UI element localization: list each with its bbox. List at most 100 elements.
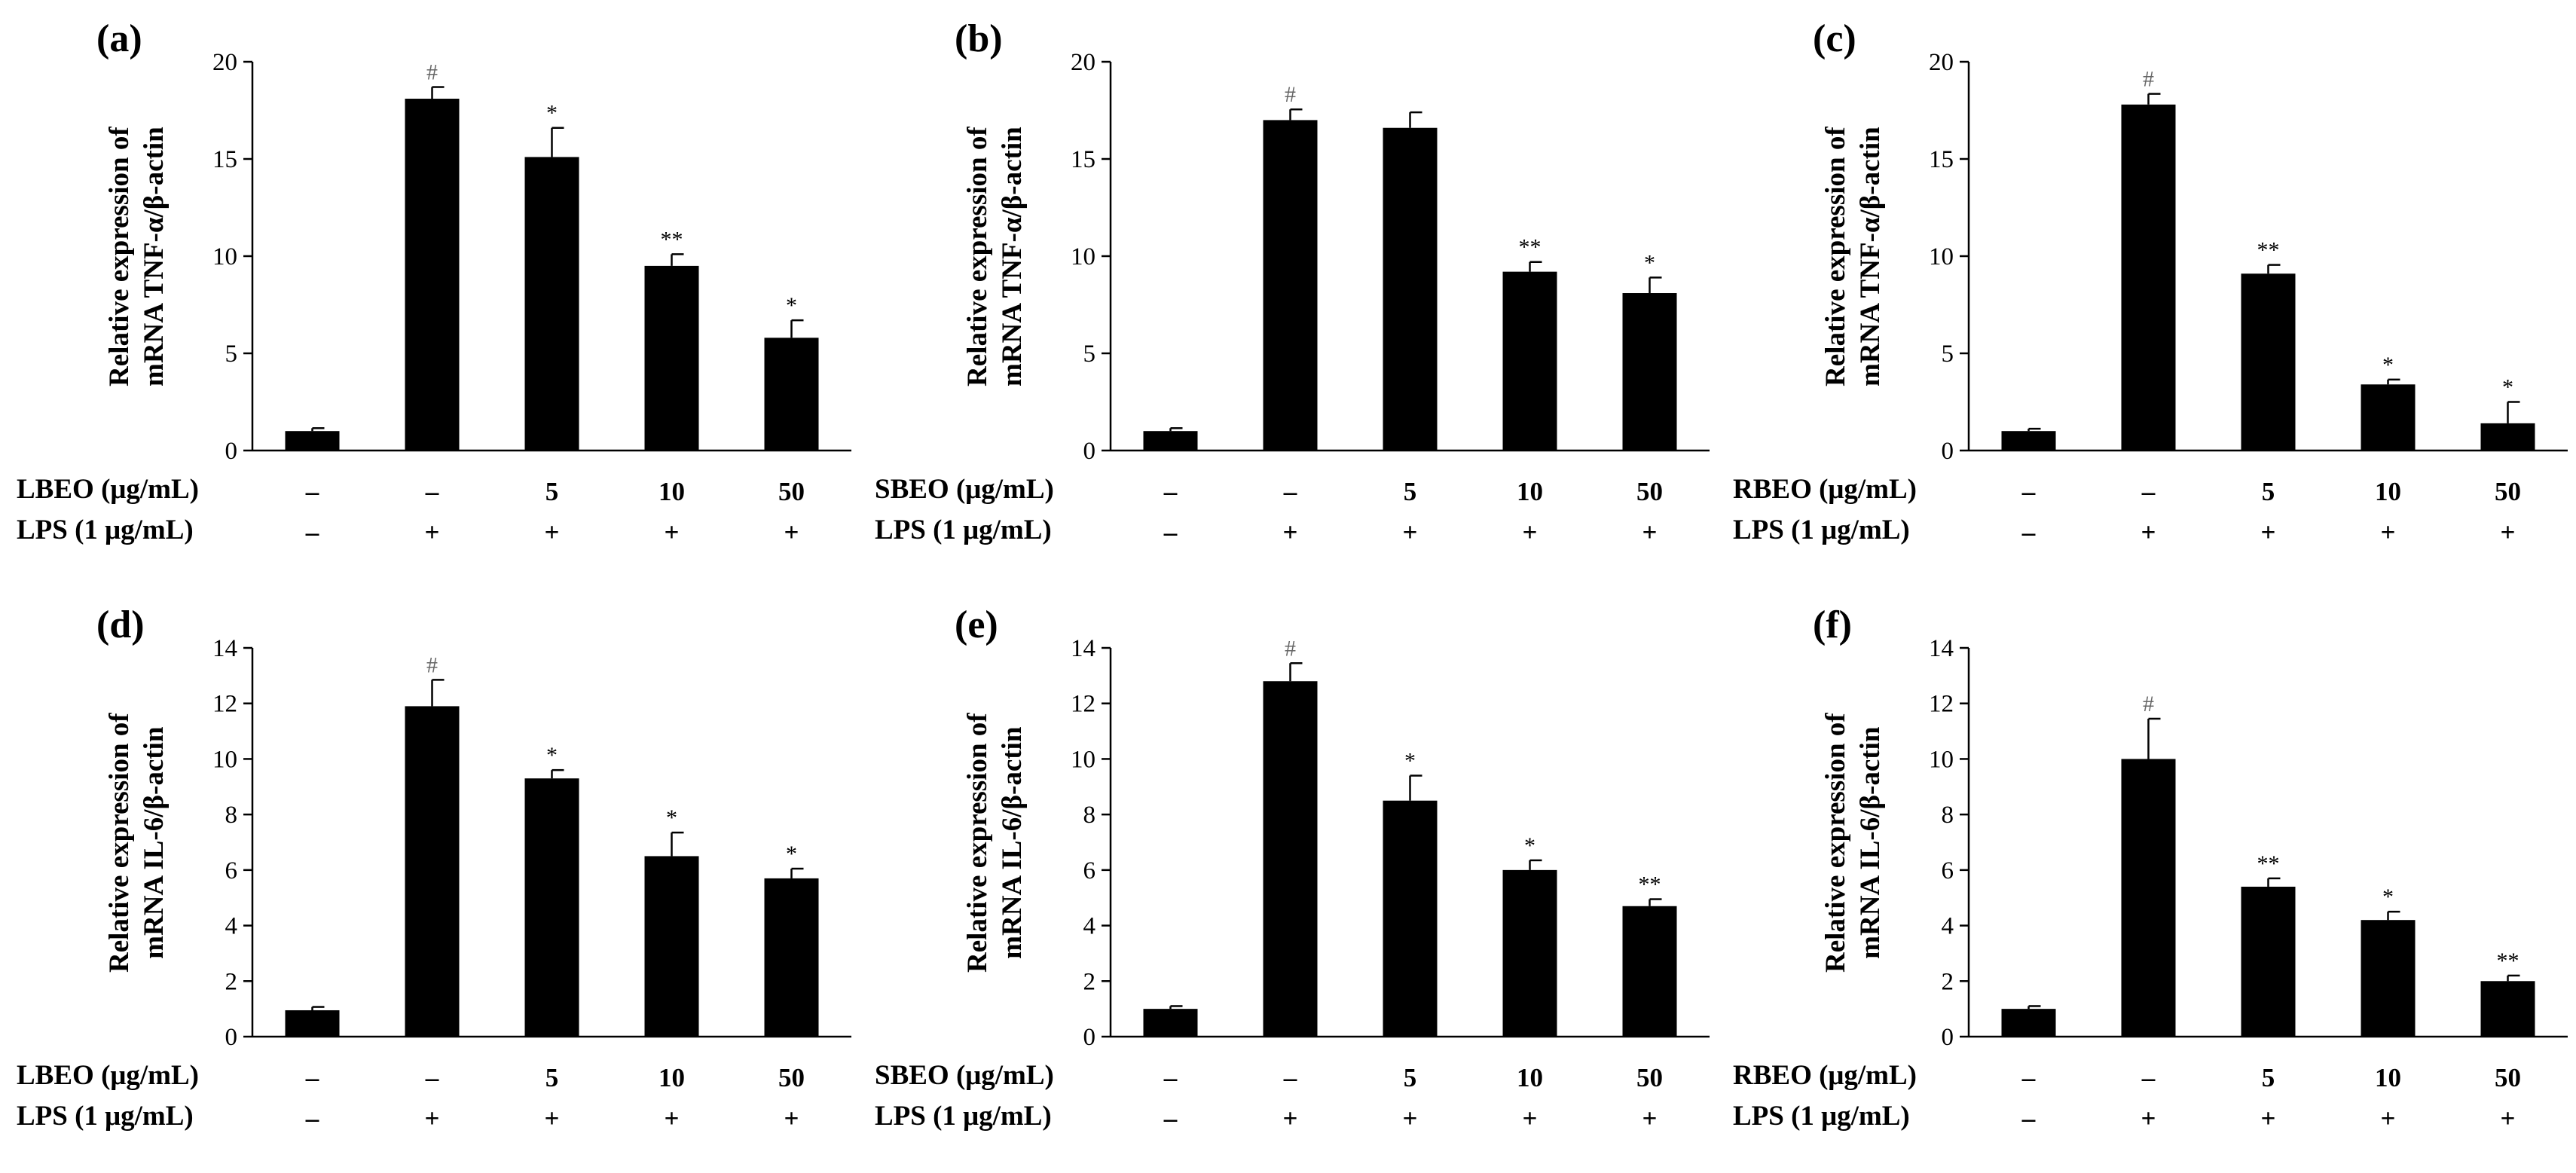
lps-sign-label: +: [1403, 1104, 1418, 1133]
y-axis-label-line2: mRNA TNF-α/β-actin: [1855, 126, 1886, 386]
treatment-dose-label: 10: [1517, 477, 1543, 506]
y-tick-label: 12: [212, 691, 237, 718]
y-tick-label: 10: [1929, 746, 1954, 773]
treatment-dose-label: 50: [778, 1063, 805, 1092]
bar: [1502, 869, 1557, 1037]
bar: [405, 99, 460, 451]
y-tick-label: 14: [1071, 635, 1095, 662]
treatment-dose-label: 5: [1404, 477, 1417, 506]
y-axis-label: Relative expression of mRNA IL-6/β-actin: [102, 713, 172, 973]
lps-sign-label: +: [2141, 1104, 2156, 1133]
bar: [524, 157, 579, 451]
panel-label: (b): [955, 17, 1003, 60]
significance-mark: **: [1639, 872, 1661, 897]
y-tick-label: 8: [225, 802, 238, 829]
panel-e: 0 2 4 6 8 10 12 14 – – # – + * 5 + * 10 + ** 50 + (e) Relativ…: [858, 586, 1716, 1172]
treatment-dose-label: –: [305, 1063, 319, 1092]
y-tick-label: 15: [1929, 146, 1954, 173]
treatment-dose-label: –: [2141, 1063, 2156, 1092]
significance-mark: #: [1285, 636, 1296, 661]
treatment-dose-label: –: [425, 1063, 439, 1092]
significance-mark: *: [2502, 375, 2513, 400]
lps-sign-label: –: [2021, 518, 2036, 547]
y-tick-label: 2: [225, 968, 238, 995]
treatment-dose-label: 5: [2262, 477, 2275, 506]
panel-d: 0 2 4 6 8 10 12 14 – – # – + * 5 + * 10 + * 50 + (d) Relative…: [0, 586, 858, 1172]
bar: [764, 878, 819, 1037]
y-tick-label: 0: [225, 1024, 238, 1051]
treatment-dose-label: –: [305, 477, 319, 506]
treatment-dose-label: 50: [1636, 477, 1663, 506]
treatment-row-label: SBEO (μg/mL): [875, 1060, 1054, 1091]
bar: [1143, 431, 1198, 451]
y-tick-label: 14: [212, 635, 237, 662]
significance-mark: *: [1524, 833, 1536, 858]
y-tick-label: 15: [1071, 146, 1095, 173]
y-axis-label-line1: Relative expression of: [104, 712, 135, 973]
significance-mark: **: [2497, 948, 2519, 973]
treatment-dose-label: 50: [778, 477, 805, 506]
treatment-dose-label: 10: [1517, 1063, 1543, 1092]
treatment-row-label: LBEO (μg/mL): [17, 1060, 199, 1091]
treatment-dose-label: –: [2021, 1063, 2036, 1092]
bar: [2361, 920, 2416, 1037]
lps-sign-label: +: [784, 1104, 799, 1133]
treatment-dose-label: 5: [545, 477, 559, 506]
bar: [764, 338, 819, 451]
y-tick-label: 6: [1942, 857, 1954, 884]
panel-label: (d): [96, 603, 145, 646]
treatment-dose-label: 50: [2495, 477, 2521, 506]
bar: [524, 778, 579, 1037]
significance-mark: **: [2257, 851, 2280, 876]
y-axis-label-line1: Relative expression of: [1820, 712, 1851, 973]
lps-sign-label: +: [665, 1104, 680, 1133]
y-tick-label: 10: [212, 746, 237, 773]
lps-row-label: LPS (1 μg/mL): [875, 515, 1052, 545]
treatment-row-label: RBEO (μg/mL): [1733, 1060, 1917, 1091]
significance-mark: #: [426, 60, 438, 85]
chart-svg-d: 0 2 4 6 8 10 12 14 – – # – + * 5 + * 10 + * 50 +: [212, 635, 851, 1133]
panel-label: (f): [1813, 603, 1852, 646]
bar: [1622, 293, 1677, 451]
chart-svg-c: 0 5 10 15 20 – – # – + ** 5 + * 10 + * 50 +: [1929, 49, 2568, 547]
y-tick-label: 0: [1942, 438, 1954, 465]
lps-sign-label: +: [2261, 518, 2276, 547]
treatment-dose-label: –: [2021, 477, 2036, 506]
panel-label: (a): [96, 17, 142, 60]
significance-mark: *: [2382, 353, 2394, 377]
bar: [644, 856, 699, 1037]
lps-sign-label: +: [784, 518, 799, 547]
lps-sign-label: +: [2501, 518, 2516, 547]
bar: [2361, 384, 2416, 451]
y-axis-label: Relative expression of mRNA TNF-α/β-acti…: [102, 127, 172, 386]
treatment-dose-label: –: [1283, 477, 1297, 506]
chart-svg-a: 0 5 10 15 20 – – # – + * 5 + ** 10 + * 50 +: [212, 49, 851, 547]
significance-mark: *: [546, 101, 558, 126]
treatment-dose-label: 10: [659, 1063, 685, 1092]
y-axis-label-line1: Relative expression of: [1820, 126, 1851, 386]
lps-sign-label: +: [1642, 1104, 1658, 1133]
treatment-row-label: LBEO (μg/mL): [17, 474, 199, 505]
significance-mark: #: [2143, 692, 2154, 716]
bar: [285, 431, 340, 451]
treatment-row-label: RBEO (μg/mL): [1733, 474, 1917, 505]
lps-sign-label: +: [665, 518, 680, 547]
y-tick-label: 12: [1929, 691, 1954, 718]
y-tick-label: 10: [1929, 243, 1954, 270]
bar: [2480, 423, 2535, 451]
y-axis-label-line2: mRNA IL-6/β-actin: [139, 726, 170, 959]
y-tick-label: 20: [1071, 49, 1095, 76]
treatment-row-label: SBEO (μg/mL): [875, 474, 1054, 505]
lps-row-label: LPS (1 μg/mL): [17, 1101, 194, 1132]
panel-a: 0 5 10 15 20 – – # – + * 5 + ** 10 + * 50 + (a) Relative e…: [0, 0, 858, 586]
y-axis-label: Relative expression of mRNA IL-6/β-actin: [961, 713, 1030, 973]
y-axis-label-line2: mRNA TNF-α/β-actin: [139, 126, 170, 386]
lps-sign-label: +: [545, 1104, 560, 1133]
y-tick-label: 8: [1942, 802, 1954, 829]
y-tick-label: 6: [1083, 857, 1096, 884]
significance-mark: *: [2382, 884, 2394, 909]
y-axis-label-line2: mRNA IL-6/β-actin: [1855, 726, 1886, 959]
lps-sign-label: +: [545, 518, 560, 547]
lps-sign-label: +: [2501, 1104, 2516, 1133]
